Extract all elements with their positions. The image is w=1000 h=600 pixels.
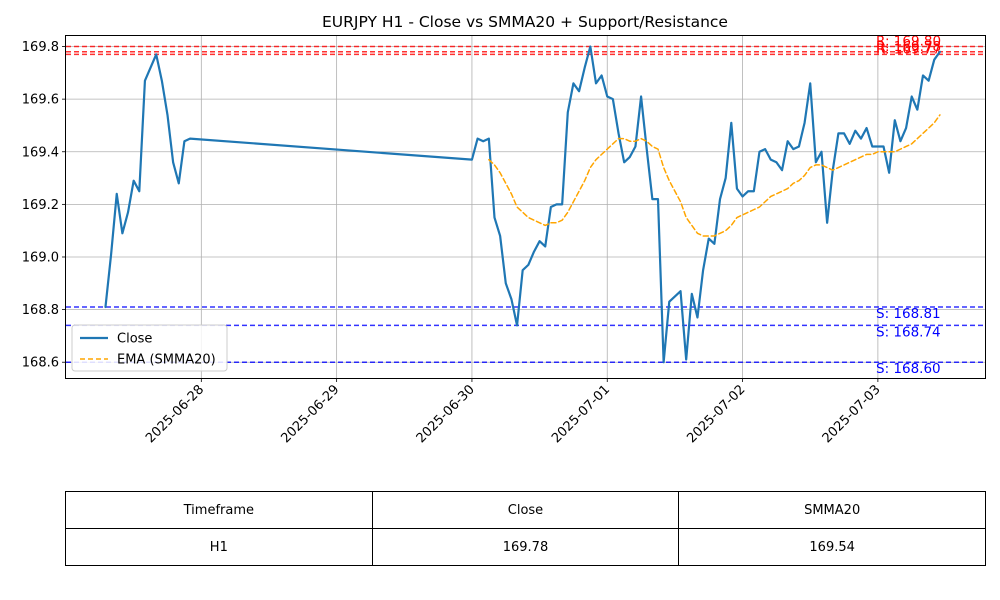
table-cell: 169.54 (678, 528, 986, 566)
level-labels: R: 169.80R: 169.78R: 169.77 S: 168.81 S: 1… (876, 34, 941, 378)
y-tick-label: 169.4 (22, 145, 59, 160)
legend-box (71, 324, 228, 372)
legend-label: EMA (SMMA20) (117, 353, 216, 368)
support-label: S: 168.60 (876, 361, 941, 377)
y-tick-label: 169.8 (22, 40, 59, 55)
legend: Close EMA (SMMA20) (71, 324, 228, 372)
y-tick-label: 169.6 (22, 93, 59, 108)
table-row: H1 169.78 169.54 (65, 528, 986, 566)
resistance-label: R: 169.78 (876, 39, 941, 55)
y-tick-label: 169.2 (22, 198, 59, 213)
support-label: S: 168.74 (876, 324, 941, 340)
summary-table: Timeframe Close SMMA20 H1 169.78 169.54 (65, 491, 986, 566)
x-tick-label: 2025-07-03 (820, 382, 884, 446)
y-tick-label: 169.0 (22, 250, 59, 265)
table-header-cell: Close (371, 491, 680, 529)
chart-title: EURJPY H1 - Close vs SMMA20 + Support/Re… (322, 13, 728, 31)
table-cell: H1 (65, 528, 373, 566)
series (104, 45, 942, 364)
resistance-label: R: 169.77 (876, 41, 941, 57)
table-header-cell: SMMA20 (678, 491, 986, 529)
chart: EURJPY H1 - Close vs SMMA20 + Support/Re… (22, 13, 986, 446)
x-tick-label: 2025-07-01 (549, 382, 613, 446)
y-tick-label: 168.6 (22, 356, 59, 371)
table-header-row: Timeframe Close SMMA20 (65, 491, 986, 529)
y-tick-label: 168.8 (22, 303, 59, 318)
support-label: S: 168.81 (876, 306, 941, 322)
table-cell: 169.78 (371, 528, 680, 566)
axes: 2025-06-28 2025-06-29 2025-06-30 2025-07-01… (22, 40, 884, 446)
x-tick-label: 2025-06-28 (143, 382, 207, 446)
series-line-1 (488, 114, 941, 237)
series-line-0 (104, 45, 942, 364)
x-tick-label: 2025-07-02 (684, 382, 748, 446)
table-header-cell: Timeframe (65, 491, 373, 529)
plot-frame (65, 35, 986, 379)
x-tick-label: 2025-06-29 (278, 382, 342, 446)
legend-label: Close (117, 332, 152, 347)
x-tick-label: 2025-06-30 (414, 382, 478, 446)
resistance-label: R: 169.80 (876, 34, 941, 50)
